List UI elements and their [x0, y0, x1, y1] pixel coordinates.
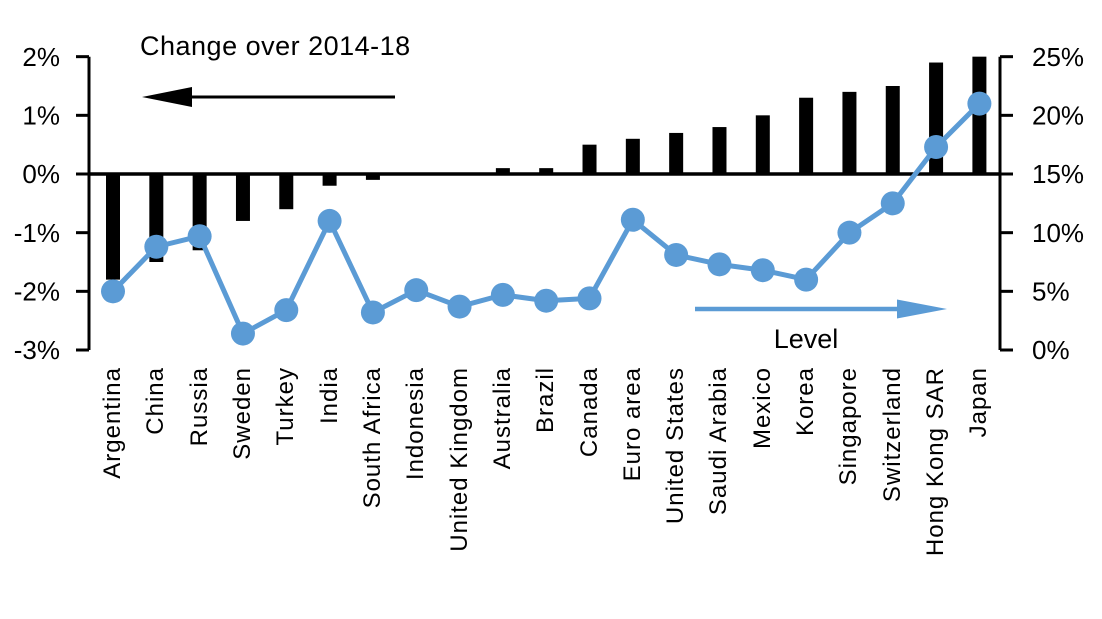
- x-axis-label-India: India: [315, 367, 343, 425]
- bar-Australia: [495, 168, 510, 174]
- level-marker-Sweden: [230, 321, 255, 346]
- x-axis-label-Russia: Russia: [185, 367, 213, 447]
- level-marker-Switzerland: [880, 191, 905, 216]
- level-marker-Euro area: [620, 207, 645, 232]
- x-axis-label-Sweden: Sweden: [228, 367, 256, 460]
- bar-Switzerland: [885, 85, 900, 174]
- level-marker-Mexico: [750, 258, 775, 283]
- right-axis-tick-label: 5%: [1032, 276, 1070, 306]
- right-axis-tick-label: 0%: [1032, 335, 1070, 365]
- bar-Singapore: [842, 91, 857, 174]
- bar-South Africa: [365, 174, 380, 180]
- level-marker-Canada: [577, 286, 602, 311]
- x-axis-label-Saudi Arabia: Saudi Arabia: [705, 367, 733, 516]
- x-axis-label-China: China: [142, 367, 170, 435]
- right-axis-tick-label: 20%: [1032, 100, 1084, 130]
- x-axis-label-United Kingdom: United Kingdom: [445, 367, 473, 552]
- left-axis-tick-label: 0%: [22, 159, 60, 189]
- x-axis-label-Canada: Canada: [575, 367, 603, 458]
- right-axis-tick-label: 10%: [1032, 218, 1084, 248]
- bar-Mexico: [755, 115, 770, 174]
- level-marker-China: [144, 234, 169, 259]
- x-axis-label-Hong Kong SAR: Hong Kong SAR: [922, 367, 950, 557]
- x-axis-label-Turkey: Turkey: [272, 367, 300, 446]
- x-axis-label-Euro area: Euro area: [618, 367, 646, 482]
- bar-Euro area: [625, 138, 640, 174]
- level-marker-Russia: [187, 224, 212, 249]
- bar-Turkey: [279, 174, 294, 210]
- x-axis-label-United States: United States: [662, 367, 690, 525]
- right-axis-tick-label: 25%: [1032, 42, 1084, 72]
- x-axis-label-Korea: Korea: [792, 367, 820, 437]
- level-marker-Japan: [967, 91, 992, 116]
- left-axis-tick-label: 2%: [22, 42, 60, 72]
- right-axis-tick-label: 15%: [1032, 159, 1084, 189]
- bar-Argentina: [106, 174, 120, 280]
- bar-India: [322, 174, 337, 186]
- x-axis-label-Indonesia: Indonesia: [402, 367, 430, 481]
- left-axis-tick-label: -2%: [14, 276, 60, 306]
- left-series-title: Change over 2014-18: [140, 31, 411, 61]
- x-axis-label-Brazil: Brazil: [532, 367, 560, 434]
- level-marker-Australia: [490, 282, 515, 307]
- level-marker-Turkey: [274, 298, 299, 323]
- bar-Sweden: [235, 174, 250, 221]
- x-axis-label-Singapore: Singapore: [835, 367, 863, 486]
- level-marker-Argentina: [101, 279, 125, 304]
- left-axis-tick-label: -1%: [14, 218, 60, 248]
- left-axis-tick-label: -3%: [14, 335, 60, 365]
- level-marker-Indonesia: [404, 278, 429, 303]
- bar-United States: [669, 132, 684, 174]
- x-axis-label-Australia: Australia: [488, 367, 516, 470]
- bar-Saudi Arabia: [712, 127, 727, 174]
- x-axis-label-Argentina: Argentina: [99, 367, 126, 479]
- level-marker-India: [317, 208, 342, 233]
- level-marker-Hong Kong SAR: [924, 135, 949, 160]
- bar-Korea: [799, 97, 814, 174]
- level-marker-United Kingdom: [447, 294, 472, 319]
- level-marker-Korea: [794, 267, 819, 292]
- x-axis-label-South Africa: South Africa: [358, 367, 386, 509]
- level-marker-United States: [664, 242, 689, 267]
- left-axis-tick-label: 1%: [22, 100, 60, 130]
- level-marker-Brazil: [534, 288, 559, 313]
- x-axis-label-Switzerland: Switzerland: [878, 367, 906, 503]
- left-series-arrow-head: [142, 87, 192, 107]
- right-series-title: Level: [773, 324, 839, 354]
- level-marker-Saudi Arabia: [707, 252, 732, 277]
- x-axis-label-Japan: Japan: [965, 367, 993, 438]
- x-axis-label-Mexico: Mexico: [748, 367, 776, 450]
- right-series-arrow-head: [897, 299, 947, 319]
- level-marker-Singapore: [837, 220, 862, 245]
- bar-Brazil: [539, 168, 554, 174]
- level-marker-South Africa: [360, 300, 385, 325]
- bar-Canada: [582, 144, 597, 174]
